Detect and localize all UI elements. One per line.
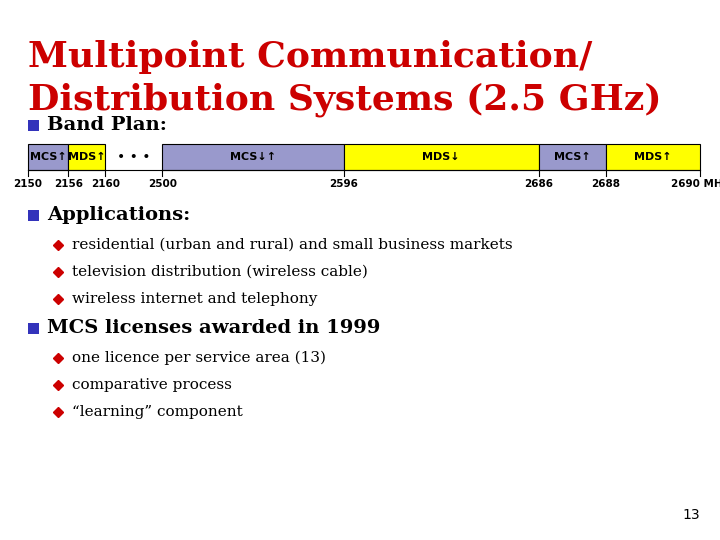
- Text: one licence per service area (13): one licence per service area (13): [72, 351, 326, 365]
- FancyBboxPatch shape: [68, 144, 105, 170]
- Text: television distribution (wireless cable): television distribution (wireless cable): [72, 265, 368, 279]
- Text: MCS↑: MCS↑: [554, 152, 590, 162]
- Text: “learning” component: “learning” component: [72, 405, 243, 419]
- FancyBboxPatch shape: [344, 144, 539, 170]
- FancyBboxPatch shape: [539, 144, 606, 170]
- Text: 2500: 2500: [148, 179, 177, 189]
- Text: MCS↑: MCS↑: [30, 152, 66, 162]
- Text: 2688: 2688: [591, 179, 621, 189]
- FancyBboxPatch shape: [28, 144, 68, 170]
- Text: 13: 13: [683, 508, 700, 522]
- Text: Applications:: Applications:: [47, 206, 190, 224]
- FancyBboxPatch shape: [606, 144, 700, 170]
- Text: 2596: 2596: [330, 179, 359, 189]
- Text: wireless internet and telephony: wireless internet and telephony: [72, 292, 318, 306]
- FancyBboxPatch shape: [28, 119, 39, 131]
- Text: MDS↓: MDS↓: [423, 152, 460, 162]
- Text: • • •: • • •: [117, 150, 150, 164]
- Text: 2156: 2156: [54, 179, 83, 189]
- Text: 2686: 2686: [524, 179, 553, 189]
- Text: MDS↑: MDS↑: [68, 152, 106, 162]
- Text: 2150: 2150: [14, 179, 42, 189]
- Text: 2160: 2160: [91, 179, 120, 189]
- Text: comparative process: comparative process: [72, 378, 232, 392]
- Text: residential (urban and rural) and small business markets: residential (urban and rural) and small …: [72, 238, 513, 252]
- Text: MCS licenses awarded in 1999: MCS licenses awarded in 1999: [47, 319, 380, 337]
- FancyBboxPatch shape: [163, 144, 344, 170]
- FancyBboxPatch shape: [28, 210, 39, 220]
- Text: MCS↓↑: MCS↓↑: [230, 152, 276, 162]
- FancyBboxPatch shape: [28, 322, 39, 334]
- Text: 2690 MHz: 2690 MHz: [671, 179, 720, 189]
- Text: MDS↑: MDS↑: [634, 152, 672, 162]
- Text: Band Plan:: Band Plan:: [47, 116, 167, 134]
- Text: Multipoint Communication/: Multipoint Communication/: [28, 40, 593, 74]
- Text: Distribution Systems (2.5 GHz): Distribution Systems (2.5 GHz): [28, 82, 662, 117]
